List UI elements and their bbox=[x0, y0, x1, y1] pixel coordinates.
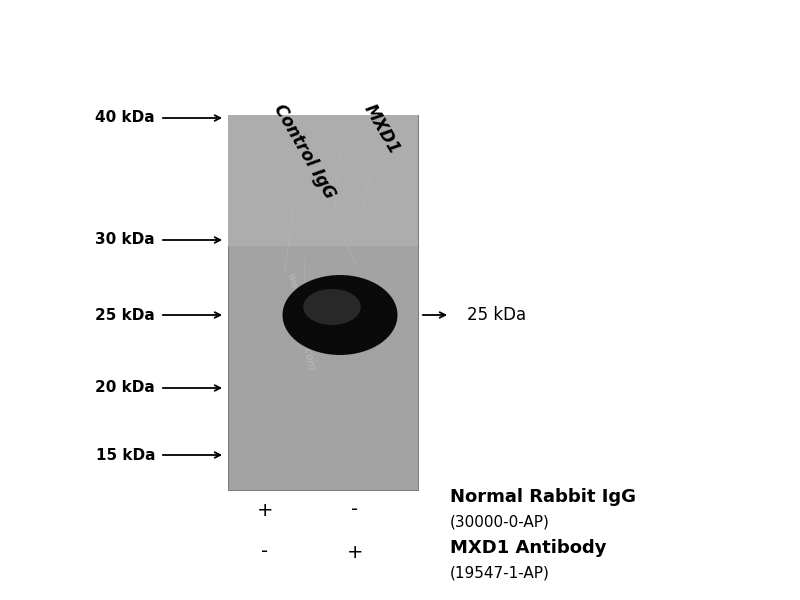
Text: +: + bbox=[257, 500, 274, 520]
Bar bbox=[228, 115, 418, 246]
Text: 30 kDa: 30 kDa bbox=[95, 232, 155, 247]
Text: www.ptglaebo.com: www.ptglaebo.com bbox=[285, 271, 315, 371]
Text: Control IgG: Control IgG bbox=[270, 101, 338, 202]
Ellipse shape bbox=[282, 275, 398, 355]
Text: 25 kDa: 25 kDa bbox=[95, 307, 155, 323]
Text: -: - bbox=[262, 542, 269, 562]
Text: 15 kDa: 15 kDa bbox=[95, 448, 155, 463]
Text: 25 kDa: 25 kDa bbox=[467, 306, 526, 324]
Text: (30000-0-AP): (30000-0-AP) bbox=[450, 514, 550, 529]
Text: (19547-1-AP): (19547-1-AP) bbox=[450, 565, 550, 581]
Text: Normal Rabbit IgG: Normal Rabbit IgG bbox=[450, 488, 636, 506]
Text: MXD1 Antibody: MXD1 Antibody bbox=[450, 539, 606, 557]
Text: +: + bbox=[346, 542, 363, 562]
Text: 40 kDa: 40 kDa bbox=[95, 110, 155, 125]
Bar bbox=[228, 115, 418, 490]
Text: -: - bbox=[351, 500, 358, 520]
Text: MXD1: MXD1 bbox=[360, 101, 403, 157]
Text: 20 kDa: 20 kDa bbox=[95, 380, 155, 395]
Ellipse shape bbox=[303, 289, 361, 325]
